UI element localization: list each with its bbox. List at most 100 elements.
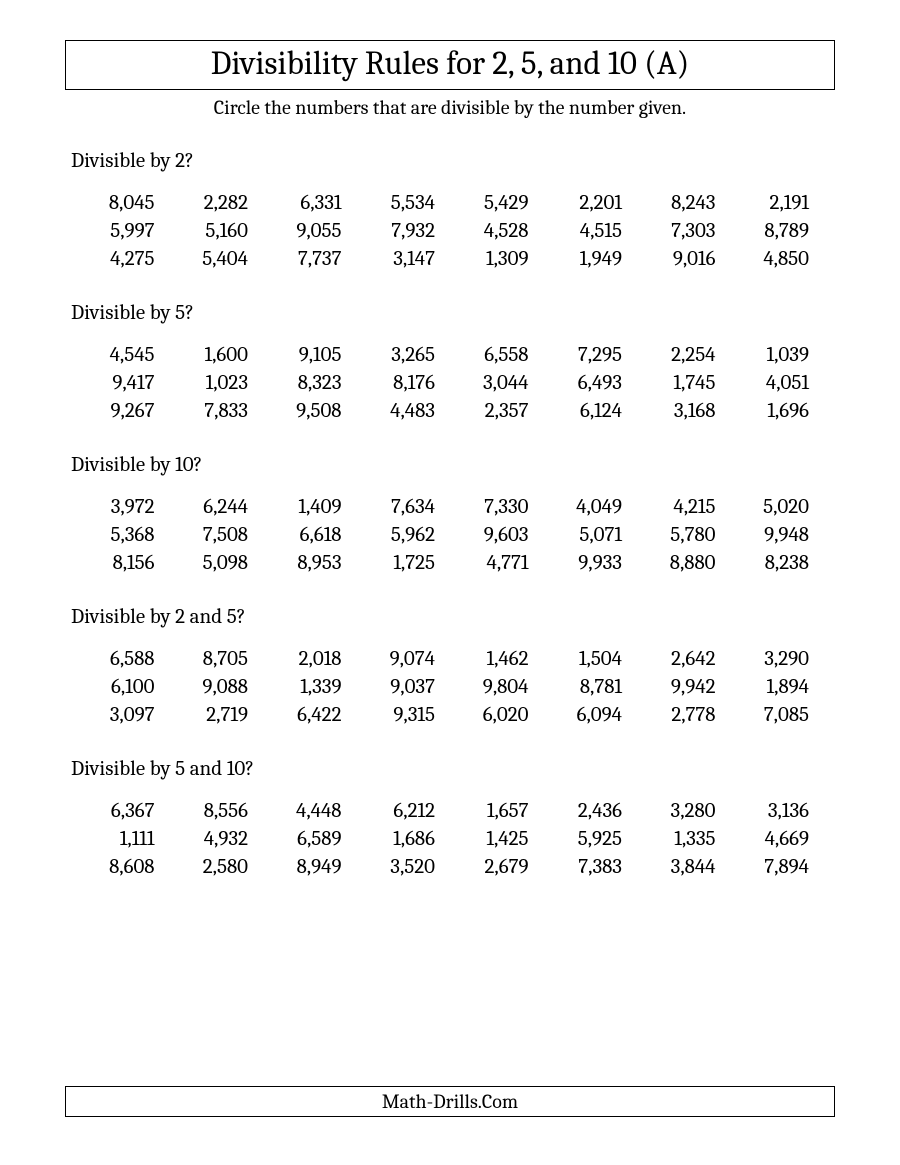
number-cell: 5,534 — [368, 191, 462, 215]
instruction-text: Circle the numbers that are divisible by… — [65, 96, 835, 119]
number-cell: 6,618 — [274, 523, 368, 547]
number-cell: 6,124 — [555, 399, 649, 423]
section: Divisible by 2 and 5?6,5888,7052,0189,07… — [65, 605, 835, 727]
number-cell: 4,049 — [555, 495, 649, 519]
number-cell: 9,105 — [274, 343, 368, 367]
number-cell: 9,942 — [648, 675, 742, 699]
number-cell: 4,669 — [742, 827, 836, 851]
section-heading: Divisible by 5 and 10? — [65, 757, 835, 781]
worksheet-page: Divisibility Rules for 2, 5, and 10 (A) … — [0, 0, 900, 1165]
section-heading: Divisible by 5? — [65, 301, 835, 325]
number-cell: 5,098 — [181, 551, 275, 575]
number-cell: 4,483 — [368, 399, 462, 423]
number-cell: 4,448 — [274, 799, 368, 823]
number-cell: 9,267 — [87, 399, 181, 423]
number-cell: 4,515 — [555, 219, 649, 243]
number-cell: 1,339 — [274, 675, 368, 699]
section: Divisible by 5 and 10? 6,3678,5564,4486,2… — [65, 757, 835, 879]
number-cell: 1,462 — [461, 647, 555, 671]
number-cell: 4,545 — [87, 343, 181, 367]
number-cell: 6,331 — [274, 191, 368, 215]
number-cell: 6,558 — [461, 343, 555, 367]
number-cell: 5,997 — [87, 219, 181, 243]
number-cell: 6,100 — [87, 675, 181, 699]
number-cell: 6,020 — [461, 703, 555, 727]
number-cell: 5,780 — [648, 523, 742, 547]
number-cell: 8,323 — [274, 371, 368, 395]
number-cell: 1,335 — [648, 827, 742, 851]
number-cell: 7,932 — [368, 219, 462, 243]
number-cell: 7,508 — [181, 523, 275, 547]
number-cell: 8,243 — [648, 191, 742, 215]
number-cell: 1,039 — [742, 343, 836, 367]
number-cell: 5,368 — [87, 523, 181, 547]
number-cell: 7,737 — [274, 247, 368, 271]
number-cell: 6,244 — [181, 495, 275, 519]
number-cell: 1,504 — [555, 647, 649, 671]
number-cell: 8,705 — [181, 647, 275, 671]
number-cell: 6,212 — [368, 799, 462, 823]
number-cell: 7,330 — [461, 495, 555, 519]
number-grid: 8,0452,2826,3315,5345,4292,2018,2432,191… — [65, 191, 835, 271]
number-cell: 2,282 — [181, 191, 275, 215]
number-cell: 1,023 — [181, 371, 275, 395]
number-cell: 8,949 — [274, 855, 368, 879]
number-cell: 4,275 — [87, 247, 181, 271]
number-cell: 1,725 — [368, 551, 462, 575]
number-cell: 2,580 — [181, 855, 275, 879]
number-cell: 6,094 — [555, 703, 649, 727]
number-cell: 5,404 — [181, 247, 275, 271]
number-cell: 9,933 — [555, 551, 649, 575]
number-cell: 2,719 — [181, 703, 275, 727]
number-cell: 1,686 — [368, 827, 462, 851]
number-cell: 2,778 — [648, 703, 742, 727]
number-cell: 9,417 — [87, 371, 181, 395]
number-cell: 3,280 — [648, 799, 742, 823]
section: Divisible by 10? 3,9726,2441,4097,6347,33… — [65, 453, 835, 575]
section-heading: Divisible by 10? — [65, 453, 835, 477]
number-cell: 9,948 — [742, 523, 836, 547]
number-cell: 1,309 — [461, 247, 555, 271]
number-cell: 5,020 — [742, 495, 836, 519]
number-cell: 1,657 — [461, 799, 555, 823]
number-cell: 3,168 — [648, 399, 742, 423]
page-title: Divisibility Rules for 2, 5, and 10 (A) — [65, 40, 835, 90]
number-cell: 9,508 — [274, 399, 368, 423]
number-grid: 4,5451,6009,1053,2656,5587,2952,2541,039… — [65, 343, 835, 423]
number-cell: 3,097 — [87, 703, 181, 727]
number-cell: 8,880 — [648, 551, 742, 575]
number-cell: 3,290 — [742, 647, 836, 671]
number-cell: 9,037 — [368, 675, 462, 699]
number-cell: 2,357 — [461, 399, 555, 423]
number-cell: 3,972 — [87, 495, 181, 519]
number-cell: 8,156 — [87, 551, 181, 575]
number-cell: 2,201 — [555, 191, 649, 215]
number-cell: 3,044 — [461, 371, 555, 395]
number-cell: 1,409 — [274, 495, 368, 519]
number-cell: 9,074 — [368, 647, 462, 671]
number-grid: 6,3678,5564,4486,2121,6572,4363,2803,136… — [65, 799, 835, 879]
number-cell: 4,850 — [742, 247, 836, 271]
section: Divisible by 5? 4,5451,6009,1053,2656,558… — [65, 301, 835, 423]
number-cell: 6,367 — [87, 799, 181, 823]
number-cell: 2,679 — [461, 855, 555, 879]
section: Divisible by 2?8,0452,2826,3315,5345,429… — [65, 149, 835, 271]
number-cell: 8,045 — [87, 191, 181, 215]
number-cell: 1,696 — [742, 399, 836, 423]
number-cell: 7,833 — [181, 399, 275, 423]
number-cell: 4,771 — [461, 551, 555, 575]
number-cell: 7,295 — [555, 343, 649, 367]
number-cell: 6,422 — [274, 703, 368, 727]
number-cell: 8,608 — [87, 855, 181, 879]
number-cell: 7,085 — [742, 703, 836, 727]
number-cell: 3,265 — [368, 343, 462, 367]
number-cell: 5,925 — [555, 827, 649, 851]
number-cell: 7,634 — [368, 495, 462, 519]
number-cell: 9,804 — [461, 675, 555, 699]
number-cell: 9,016 — [648, 247, 742, 271]
number-cell: 1,745 — [648, 371, 742, 395]
number-cell: 9,315 — [368, 703, 462, 727]
number-cell: 9,603 — [461, 523, 555, 547]
number-cell: 2,191 — [742, 191, 836, 215]
number-cell: 4,051 — [742, 371, 836, 395]
